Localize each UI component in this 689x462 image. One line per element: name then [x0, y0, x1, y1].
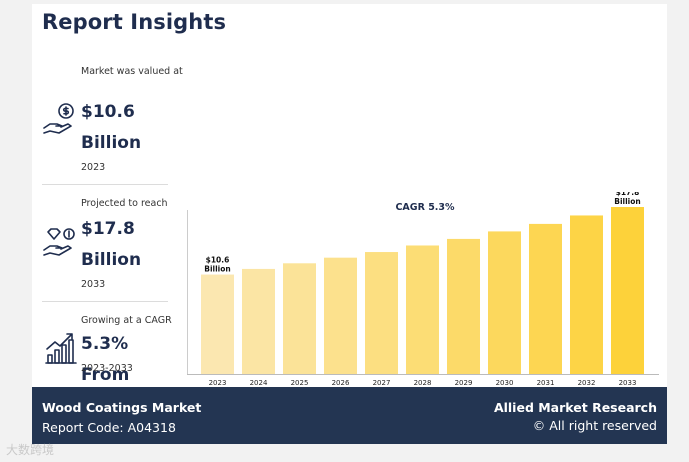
divider	[42, 301, 168, 302]
market-name: Wood Coatings Market	[42, 400, 202, 415]
tick-label-2033: 2033	[619, 379, 637, 387]
bar-2026	[324, 257, 357, 374]
bar-2029	[447, 238, 480, 374]
copyright-text: © All right reserved	[532, 418, 657, 433]
tick-label-2025: 2025	[291, 379, 309, 387]
watermark: 大数跨境	[6, 443, 55, 457]
stat-value-line1: $17.8	[81, 219, 135, 239]
data-label-unit-2033: Billion	[614, 197, 641, 206]
growth-chart-icon	[45, 333, 77, 364]
tick-label-2028: 2028	[414, 379, 432, 387]
stat-value-line1: $10.6	[81, 102, 135, 122]
tick-label-2031: 2031	[537, 379, 555, 387]
bar-2033	[611, 207, 644, 374]
stat-value: 5.3% From	[81, 334, 130, 385]
tick-label-2026: 2026	[332, 379, 350, 387]
tick-label-2032: 2032	[578, 379, 596, 387]
tick-label-2029: 2029	[455, 379, 473, 387]
diamond-dollar-hand-icon	[43, 228, 75, 256]
bar-2030	[488, 231, 521, 374]
stat-value-line2: Billion	[81, 250, 142, 270]
tick-label-2023: 2023	[209, 379, 227, 387]
tick-label-2027: 2027	[373, 379, 391, 387]
bar-2028	[406, 245, 439, 374]
bar-2032	[570, 215, 603, 374]
page-title: Report Insights	[42, 10, 227, 34]
data-label-unit-2023: Billion	[204, 265, 231, 274]
tick-label-2030: 2030	[496, 379, 514, 387]
stat-projected-value: Projected to reach $17.8 Billion 2033	[42, 194, 170, 304]
stat-label: Growing at a CAGR	[81, 315, 172, 326]
stat-label: Market was valued at	[81, 66, 183, 77]
divider	[42, 184, 168, 185]
chart-title: CAGR 5.3%	[395, 202, 455, 213]
bar-2025	[283, 263, 316, 374]
data-label-2033: $17.8	[616, 192, 640, 197]
stat-market-value: Market was valued at $10.6 Billion 2023	[42, 62, 183, 182]
data-label-2023: $10.6	[206, 256, 230, 265]
report-code: Report Code: A04318	[42, 420, 176, 435]
stat-year: 2023	[81, 162, 106, 173]
bar-chart: CAGR 5.3% 2023 2024 2025 2026 2027 2028 2029 203…	[187, 192, 659, 387]
bar-2027	[365, 252, 398, 374]
stat-year: 2023-2033	[81, 363, 133, 374]
report-insights-card: Report Insights Market was valued at $10…	[32, 4, 667, 390]
footer-bar: Wood Coatings Market Report Code: A04318…	[32, 387, 667, 444]
brand-name: Allied Market Research	[493, 400, 657, 415]
bar-2024	[242, 268, 275, 374]
stat-label: Projected to reach	[81, 198, 168, 209]
stat-cagr: Growing at a CAGR 5.3% From 2023-2033	[42, 311, 172, 385]
tick-label-2024: 2024	[250, 379, 268, 387]
money-hand-icon	[43, 103, 74, 134]
bar-2023	[201, 274, 234, 374]
bar-2031	[529, 223, 562, 374]
stat-value-line2: Billion	[81, 133, 142, 153]
stat-year: 2033	[81, 279, 106, 290]
